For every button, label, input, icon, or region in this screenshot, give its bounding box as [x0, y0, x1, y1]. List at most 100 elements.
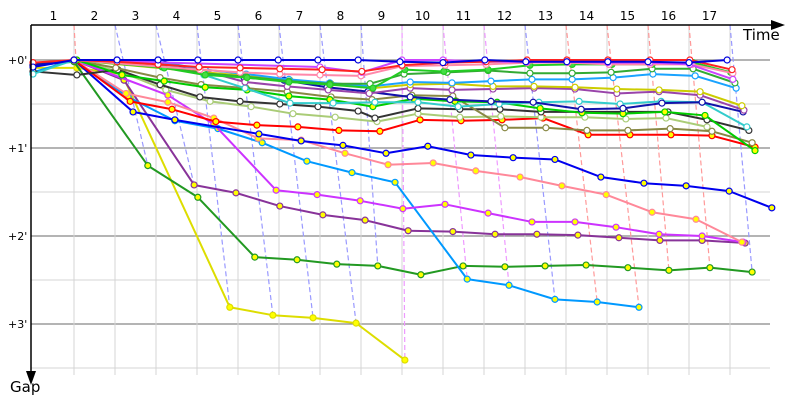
data-point [201, 71, 209, 79]
data-point [505, 281, 513, 289]
data-point [551, 295, 559, 303]
data-point [335, 126, 343, 134]
data-point [164, 98, 172, 106]
data-point [73, 71, 81, 79]
data-point [112, 64, 120, 72]
data-point [226, 303, 234, 311]
data-point [768, 204, 776, 212]
x-tick-label: 15 [620, 9, 635, 23]
x-tick-label: 9 [378, 9, 386, 23]
data-point [558, 182, 566, 190]
data-point [635, 303, 643, 311]
data-point [396, 58, 404, 66]
data-point [236, 64, 244, 72]
data-point [309, 314, 317, 322]
data-point [526, 69, 534, 77]
data-point [456, 113, 464, 121]
data-point [341, 149, 349, 157]
data-point [276, 202, 284, 210]
data-point [401, 356, 409, 364]
data-point [743, 123, 751, 131]
data-point [472, 167, 480, 175]
data-point [582, 261, 590, 269]
data-point [243, 73, 251, 82]
data-point [196, 93, 204, 101]
data-point [333, 260, 341, 268]
lap-line [729, 24, 753, 273]
x-tick-label: 8 [337, 9, 345, 23]
lap-line [565, 24, 598, 303]
data-point [369, 84, 377, 92]
data-point [361, 216, 369, 224]
lap-line [524, 24, 556, 300]
data-point [448, 86, 456, 94]
data-point [729, 75, 737, 83]
data-point [501, 263, 509, 271]
data-point [661, 108, 669, 116]
data-point [429, 159, 437, 167]
y-tick-label: +0' [8, 54, 27, 67]
data-point [602, 191, 610, 199]
data-point [414, 104, 422, 113]
data-point [574, 231, 582, 239]
data-point [313, 191, 321, 199]
data-point [449, 228, 457, 236]
data-point [356, 197, 364, 205]
data-point [528, 75, 536, 83]
data-point [696, 88, 704, 96]
data-point [154, 56, 162, 64]
data-point [706, 264, 714, 272]
data-point [129, 108, 137, 116]
data-point [748, 139, 756, 147]
x-tick-label: 14 [579, 9, 594, 23]
data-point [251, 253, 259, 261]
data-point [376, 127, 384, 135]
data-point [234, 56, 242, 64]
data-point [530, 82, 538, 91]
data-point [640, 179, 648, 187]
data-point [563, 58, 571, 66]
data-point [331, 113, 339, 121]
data-point [195, 63, 203, 71]
data-point [604, 58, 612, 66]
data-point [171, 116, 179, 124]
data-point [70, 56, 78, 64]
data-point [551, 155, 559, 164]
y-tick-label: +3' [8, 318, 27, 331]
data-point [655, 230, 663, 238]
data-point [615, 234, 623, 242]
data-point [658, 99, 666, 107]
data-point [294, 123, 302, 131]
x-tick-label: 12 [497, 9, 512, 23]
data-point [272, 186, 280, 194]
data-point [487, 97, 495, 105]
data-point [318, 66, 326, 74]
series-group [29, 56, 776, 364]
data-point [253, 121, 261, 129]
tick-labels: 1 2 3 4 5 6 7 8 9 10 11 12 13 14 15 16 17+0'+1'+2'+3' [8, 9, 717, 331]
data-point [354, 56, 362, 64]
data-point [607, 68, 615, 76]
data-point [236, 97, 244, 105]
data-point [293, 256, 301, 264]
x-tick-label: 17 [702, 9, 717, 23]
data-point [404, 227, 412, 235]
data-point [667, 131, 675, 139]
data-point [440, 67, 448, 76]
data-point [122, 89, 130, 98]
data-point [648, 208, 656, 216]
data-point [463, 275, 471, 283]
data-point [487, 77, 495, 85]
data-point [414, 98, 422, 106]
series-1 [29, 58, 756, 279]
data-point [613, 85, 621, 93]
x-tick-label: 10 [415, 9, 430, 23]
data-point [622, 115, 630, 123]
data-point [491, 230, 499, 238]
x-tick-label: 1 [50, 9, 58, 23]
x-axis-arrow-icon [771, 20, 785, 30]
data-point [374, 262, 382, 270]
series-line [73, 59, 743, 244]
data-point [274, 56, 282, 64]
